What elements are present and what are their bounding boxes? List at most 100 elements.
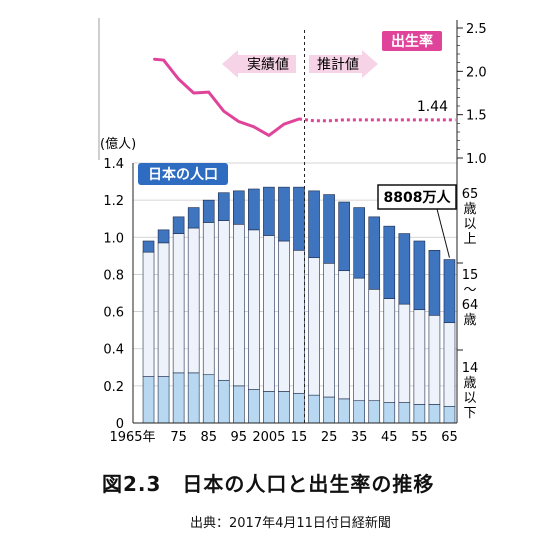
bar-segment-age65 bbox=[308, 190, 320, 259]
age-label-65plus: 65 歳以上 bbox=[462, 187, 479, 247]
bar-segment-age0-14 bbox=[293, 392, 305, 424]
bar-segment-age15-64 bbox=[368, 288, 381, 402]
x-tick-label: 35 bbox=[351, 430, 368, 445]
bar-segment-age0-14 bbox=[383, 402, 396, 424]
bar-segment-age0-14 bbox=[278, 391, 290, 424]
birth-rate-line bbox=[153, 57, 456, 137]
birth-rate-title-badge bbox=[382, 31, 442, 51]
bar-segment-age65 bbox=[233, 190, 245, 225]
bar-segment-age15-64 bbox=[443, 322, 456, 407]
bar-segment-age15-64 bbox=[263, 235, 275, 392]
x-tick-label: 85 bbox=[200, 430, 217, 445]
bar-segment-age0-14 bbox=[233, 385, 245, 424]
age-label-0-14: 14 歳以下 bbox=[462, 361, 479, 421]
projected-label: 推計値 bbox=[317, 57, 359, 73]
bar-segment-age65 bbox=[398, 233, 411, 305]
projected-arrow bbox=[309, 50, 378, 78]
axes bbox=[98, 18, 463, 424]
x-tick-label: 1965年 bbox=[109, 430, 155, 445]
figure-caption: 図2.3 日本の人口と出生率の推移 bbox=[102, 472, 435, 496]
birth-rate-y-tick-label: 1.5 bbox=[466, 109, 487, 124]
bar-segment-age65 bbox=[142, 240, 155, 253]
bar-segment-age0-14 bbox=[443, 405, 456, 424]
bar-segment-age15-64 bbox=[428, 314, 441, 405]
bar-segment-age0-14 bbox=[308, 394, 320, 424]
x-tick-label: 65 bbox=[441, 430, 458, 445]
bar-segment-age65 bbox=[202, 199, 215, 223]
bar-segment-age15-64 bbox=[338, 270, 350, 400]
bar-segment-age0-14 bbox=[413, 404, 426, 424]
bar-segment-age15-64 bbox=[157, 242, 170, 377]
bar-segment-age15-64 bbox=[233, 223, 245, 387]
bar-segment-age65 bbox=[157, 229, 170, 244]
actual-label: 実績値 bbox=[247, 57, 289, 73]
bar-segment-age65 bbox=[353, 207, 365, 279]
bar-segment-age65 bbox=[368, 216, 381, 290]
annotation-leader bbox=[436, 208, 450, 258]
population-title: 日本の人口 bbox=[148, 166, 218, 183]
population-y-tick-label: 0.8 bbox=[103, 268, 124, 283]
source-note: 出典：2017年4月11日付日経新聞 bbox=[190, 516, 391, 531]
x-tick-label: 2005 bbox=[252, 430, 285, 445]
bar-segment-age0-14 bbox=[398, 402, 411, 424]
bar-segment-age0-14 bbox=[353, 400, 365, 424]
age-label-15-64: 15 〜 64 歳 bbox=[462, 268, 479, 328]
population-y-tick-label: 1.4 bbox=[103, 157, 124, 172]
population-bars bbox=[142, 186, 456, 424]
x-tick-label: 95 bbox=[231, 430, 248, 445]
bar-segment-age0-14 bbox=[172, 372, 185, 424]
bar-segment-age65 bbox=[187, 207, 200, 229]
bar-segment-age65 bbox=[338, 201, 350, 272]
x-tick-label: 55 bbox=[411, 430, 428, 445]
bar-segment-age15-64 bbox=[398, 303, 411, 403]
x-tick-label: 25 bbox=[321, 430, 338, 445]
bar-segment-age0-14 bbox=[217, 379, 230, 424]
birth-rate-actual-line bbox=[153, 57, 301, 137]
birth-rate-y-tick-label: 1.0 bbox=[466, 152, 487, 167]
bar-segment-age65 bbox=[323, 194, 335, 264]
population-y-tick-label: 0.4 bbox=[103, 343, 124, 358]
bar-segment-age65 bbox=[443, 259, 456, 324]
population-y-tick-label: 0 bbox=[116, 417, 124, 432]
bar-segment-age0-14 bbox=[142, 376, 155, 424]
bar-segment-age65 bbox=[293, 186, 305, 251]
population-y-tick-label: 0.2 bbox=[103, 380, 124, 395]
birth-rate-title: 出生率 bbox=[391, 33, 433, 50]
actual-arrow bbox=[222, 50, 296, 78]
bar-segment-age65 bbox=[263, 186, 275, 236]
bar-segment-age15-64 bbox=[323, 262, 335, 398]
bar-segment-age15-64 bbox=[353, 277, 365, 402]
bar-segment-age65 bbox=[428, 249, 441, 316]
bar-segment-age15-64 bbox=[293, 249, 305, 394]
bar-segment-age15-64 bbox=[217, 220, 230, 381]
bar-segment-age15-64 bbox=[142, 251, 155, 377]
bar-segment-age65 bbox=[248, 188, 260, 231]
annotation-box bbox=[377, 184, 457, 210]
population-y-axis-label: (億人) bbox=[100, 136, 136, 152]
population-title-badge bbox=[138, 163, 228, 185]
bar-segment-age15-64 bbox=[202, 222, 215, 376]
bar-segment-age0-14 bbox=[157, 376, 170, 424]
population-birthrate-chart: 0 0.2 0.4 0.6 0.8 1.0 1.2 1.4 1965年 75 85 95 2005 15 2… bbox=[98, 18, 487, 445]
bar-segment-age0-14 bbox=[263, 391, 275, 424]
bar-segment-age0-14 bbox=[428, 404, 441, 424]
bar-segment-age65 bbox=[172, 216, 185, 234]
population-y-tick-label: 0.6 bbox=[103, 306, 124, 321]
bar-segment-age0-14 bbox=[202, 374, 215, 424]
bar-segment-age65 bbox=[278, 186, 290, 242]
bar-segment-age0-14 bbox=[338, 398, 350, 424]
chart-labels: 0 0.2 0.4 0.6 0.8 1.0 1.2 1.4 1965年 75 85 95 2005 15 2… bbox=[100, 22, 487, 445]
birth-rate-y-tick-label: 2.0 bbox=[466, 65, 487, 80]
population-y-tick-label: 1.2 bbox=[103, 194, 124, 209]
bar-segment-age15-64 bbox=[413, 309, 426, 405]
bar-segment-age0-14 bbox=[187, 372, 200, 424]
birth-rate-projected-line bbox=[298, 117, 456, 123]
bar-segment-age0-14 bbox=[248, 389, 260, 424]
x-tick-label: 15 bbox=[291, 430, 308, 445]
annotation-label: 8808万人 bbox=[384, 189, 452, 206]
bar-segment-age15-64 bbox=[383, 298, 396, 403]
x-tick-label: 45 bbox=[381, 430, 398, 445]
x-tick-label: 75 bbox=[170, 430, 187, 445]
birth-rate-end-label: 1.44 bbox=[417, 99, 448, 115]
bar-segment-age15-64 bbox=[308, 257, 320, 396]
